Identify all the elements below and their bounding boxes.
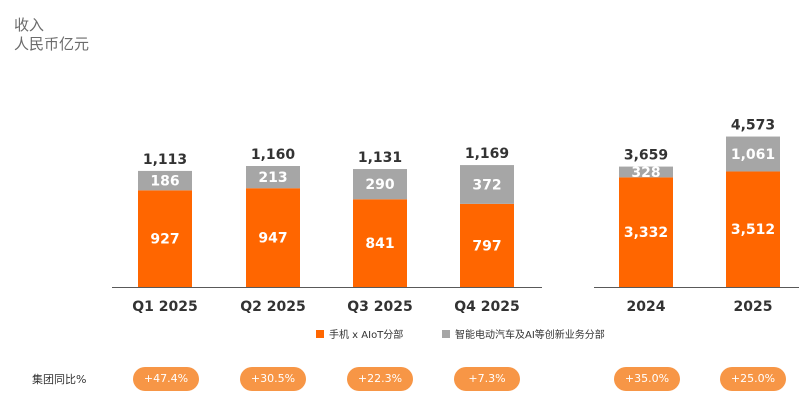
bar-ev-q3-2025 [353, 169, 407, 200]
legend-item-phone: 手机 x AIoT分部 [316, 326, 403, 341]
tick-label-2024: 2024 [627, 299, 666, 315]
label-phone-q2-2025: 947 [258, 231, 287, 247]
yoy-pill-2025: +25.0% [720, 367, 786, 391]
legend-swatch-ev [442, 329, 450, 338]
tick-label-2025: 2025 [734, 299, 773, 315]
label-total-q2-2025: 1,160 [251, 147, 296, 163]
label-ev-2024: 328 [631, 165, 660, 181]
tick-label-q2-2025: Q2 2025 [240, 299, 305, 315]
label-ev-q3-2025: 290 [365, 177, 394, 193]
bar-ev-q2-2025 [246, 166, 300, 189]
bar-ev-q1-2025 [138, 170, 192, 191]
label-phone-q3-2025: 841 [365, 236, 394, 252]
label-total-q4-2025: 1,169 [465, 146, 509, 162]
bar-phone-2025 [726, 171, 780, 287]
bar-phone-q4-2025 [460, 203, 514, 287]
legend: 手机 x AIoT分部 智能电动汽车及AI等创新业务分部 [0, 326, 799, 342]
yoy-pill-q3-2025: +22.3% [347, 367, 413, 391]
label-total-2025: 4,573 [731, 118, 775, 134]
bar-ev-q4-2025 [460, 165, 514, 204]
label-ev-q4-2025: 372 [472, 177, 501, 193]
label-ev-2025: 1,061 [731, 147, 775, 163]
legend-item-ev: 智能电动汽车及AI等创新业务分部 [442, 326, 605, 341]
bar-phone-q1-2025 [138, 190, 192, 287]
chart-title: 收入 人民币亿元 [14, 16, 89, 54]
yoy-row-label: 集团同比% [32, 373, 87, 386]
title-line-2: 人民币亿元 [14, 35, 90, 53]
legend-swatch-phone [316, 329, 324, 338]
tick-label-q1-2025: Q1 2025 [132, 299, 197, 315]
bar-ev-2024 [619, 166, 673, 178]
bar-phone-2024 [619, 177, 673, 287]
tick-label-q3-2025: Q3 2025 [347, 299, 412, 315]
label-phone-2024: 3,332 [624, 225, 668, 241]
yoy-pill-q4-2025: +7.3% [454, 367, 520, 391]
title-line-1: 收入 [14, 16, 45, 34]
yoy-pill-2024: +35.0% [614, 367, 680, 391]
bar-phone-q3-2025 [353, 199, 407, 287]
yoy-pill-q2-2025: +30.5% [240, 367, 306, 391]
label-ev-q2-2025: 213 [258, 170, 287, 186]
label-phone-2025: 3,512 [731, 222, 775, 238]
legend-label-ev: 智能电动汽车及AI等创新业务分部 [455, 330, 605, 341]
label-total-2024: 3,659 [624, 148, 668, 164]
label-total-q1-2025: 1,113 [143, 152, 187, 168]
yoy-pill-q1-2025: +47.4% [133, 367, 199, 391]
label-total-q3-2025: 1,131 [358, 150, 402, 166]
bar-ev-2025 [726, 136, 780, 172]
label-phone-q4-2025: 797 [472, 238, 501, 254]
legend-label-phone: 手机 x AIoT分部 [329, 330, 404, 341]
bar-phone-q2-2025 [246, 188, 300, 287]
label-ev-q1-2025: 186 [150, 174, 179, 190]
label-phone-q1-2025: 927 [150, 232, 179, 248]
tick-label-q4-2025: Q4 2025 [454, 299, 519, 315]
